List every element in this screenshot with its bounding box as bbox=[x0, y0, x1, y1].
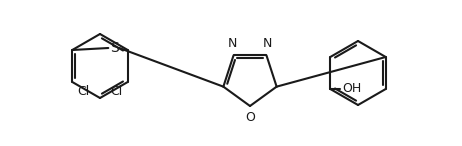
Text: N: N bbox=[228, 37, 237, 50]
Text: OH: OH bbox=[342, 82, 362, 95]
Text: O: O bbox=[245, 111, 255, 124]
Text: Cl: Cl bbox=[110, 85, 123, 98]
Text: Cl: Cl bbox=[77, 85, 90, 98]
Text: S: S bbox=[110, 41, 119, 55]
Text: N: N bbox=[263, 37, 272, 50]
